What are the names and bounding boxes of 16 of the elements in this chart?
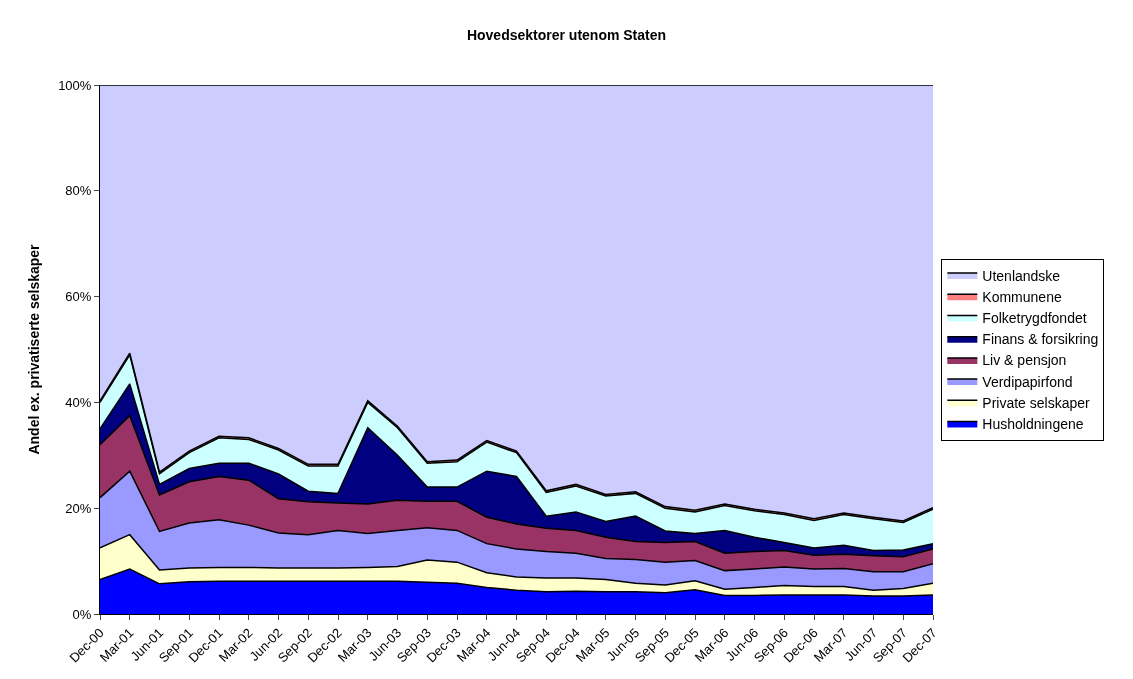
legend-label: Finans & forsikring [982,331,1099,348]
chart-title: Hovedsektorer utenom Staten [466,27,667,44]
legend-label: Kommunene [982,288,1062,305]
y-tick-label: 100% [58,77,92,93]
legend-label: Folketrygdfondet [982,309,1087,326]
legend-label: Utenlandske [982,267,1061,284]
legend-label: Liv & pensjon [982,352,1067,369]
legend-label: Private selskaper [982,394,1091,411]
y-tick-label: 80% [65,183,92,199]
y-axis-title: Andel ex. privatiserte selskaper [25,243,42,455]
y-tick-label: 0% [72,606,92,622]
legend-label: Verdipapirfond [982,373,1073,390]
y-tick-label: 60% [65,289,92,305]
legend-label: Husholdningene [982,415,1084,432]
y-tick-label: 20% [65,500,92,516]
y-tick-label: 40% [65,394,92,410]
